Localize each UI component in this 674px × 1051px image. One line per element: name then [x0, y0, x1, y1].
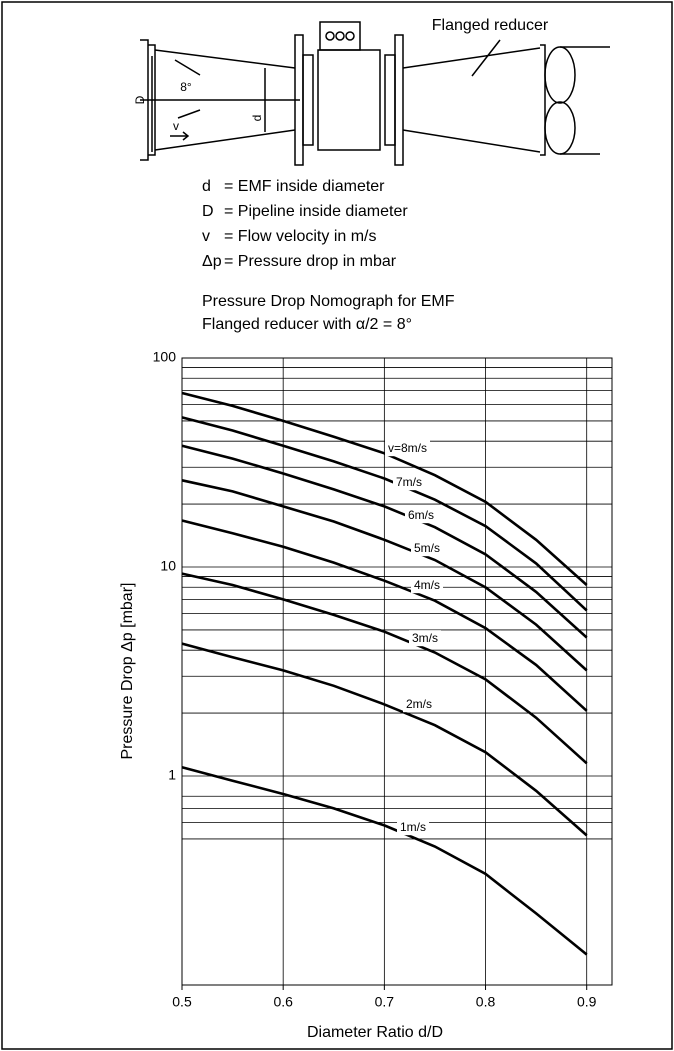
legend-symbol: D	[202, 203, 214, 220]
velocity-label: v	[173, 119, 179, 133]
reducer-label: Flanged reducer	[432, 17, 549, 34]
x-tick-label: 0.9	[577, 994, 597, 1010]
legend-text: = Pressure drop in mbar	[224, 253, 397, 270]
legend-text: = EMF inside diameter	[224, 178, 385, 195]
curve-label: 6m/s	[408, 508, 434, 522]
legend-symbol: v	[202, 228, 210, 245]
chart-subtitle: Flanged reducer with α/2 = 8°	[202, 316, 412, 333]
meter-diameter-label: d	[250, 115, 264, 122]
chart-title: Pressure Drop Nomograph for EMF	[202, 293, 455, 310]
curve-label-bg	[405, 507, 438, 524]
curve-label-bg	[409, 630, 442, 647]
curve	[181, 642, 588, 837]
curve-label: 4m/s	[414, 578, 440, 592]
curve	[181, 572, 588, 765]
curve-label-bg	[385, 440, 431, 457]
y-axis-title: Pressure Drop Δp [mbar]	[119, 583, 136, 760]
reducer-diagram: Flanged reducer 8° D d v	[133, 17, 610, 166]
x-tick-label: 0.8	[476, 994, 496, 1010]
pipe-diameter-label: D	[133, 95, 147, 104]
x-tick-label: 0.6	[273, 994, 293, 1010]
curve	[181, 479, 588, 672]
curve-label: 7m/s	[396, 475, 422, 489]
curve-label-bg	[403, 696, 436, 713]
curve-label: 2m/s	[406, 697, 432, 711]
curve	[181, 416, 588, 612]
legend-symbol: d	[202, 178, 211, 195]
y-tick-label: 1	[168, 767, 176, 783]
curve-label: v=8m/s	[388, 441, 427, 455]
y-tick-label: 100	[153, 349, 177, 365]
curve-label-bg	[411, 540, 444, 557]
legend-text: = Flow velocity in m/s	[224, 228, 376, 245]
x-axis-title: Diameter Ratio d/D	[307, 1024, 443, 1041]
x-tick-label: 0.7	[375, 994, 395, 1010]
curve-label-bg	[411, 577, 444, 594]
angle-label: 8°	[180, 80, 192, 94]
curve	[181, 766, 588, 956]
curve-label-bg	[397, 819, 430, 836]
legend-symbol: Δp	[202, 253, 222, 270]
curve	[181, 391, 588, 586]
curve-label: 1m/s	[400, 820, 426, 834]
plot-frame	[181, 357, 613, 986]
x-tick-label: 0.5	[172, 994, 192, 1010]
curve-label: 5m/s	[414, 541, 440, 555]
curve-label-bg	[393, 474, 426, 491]
curve	[181, 444, 588, 639]
curve	[181, 519, 588, 712]
y-tick-label: 10	[160, 558, 176, 574]
curve-label: 3m/s	[412, 631, 438, 645]
legend-text: = Pipeline inside diameter	[224, 203, 408, 220]
